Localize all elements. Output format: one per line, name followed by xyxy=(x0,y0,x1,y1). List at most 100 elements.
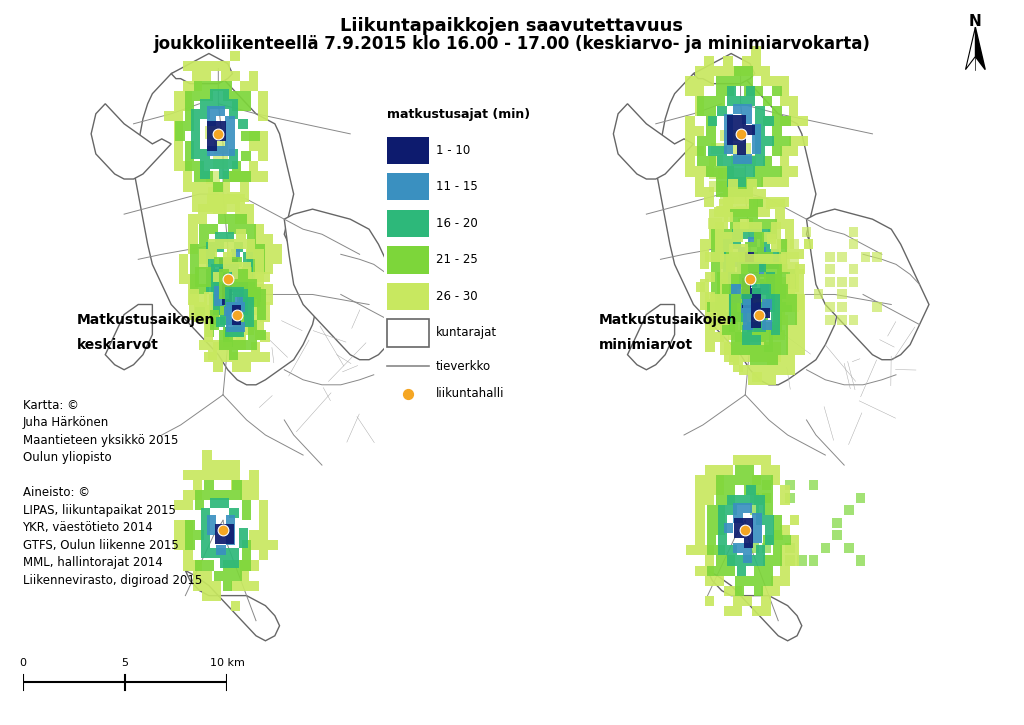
Bar xyxy=(724,241,733,252)
Bar xyxy=(752,207,761,217)
Bar xyxy=(723,207,732,217)
Bar xyxy=(746,495,756,505)
Bar xyxy=(204,302,213,312)
Bar xyxy=(733,605,742,616)
Bar xyxy=(752,46,761,56)
Bar xyxy=(246,310,255,320)
Bar xyxy=(786,270,796,279)
Bar xyxy=(718,515,727,526)
Bar xyxy=(780,576,790,586)
Bar xyxy=(784,279,795,289)
Point xyxy=(229,309,246,320)
Bar xyxy=(700,260,710,270)
Polygon shape xyxy=(693,54,755,83)
Bar xyxy=(193,571,203,581)
Bar xyxy=(758,365,767,375)
Bar xyxy=(174,531,183,540)
Bar xyxy=(185,152,195,162)
Bar xyxy=(772,545,782,555)
Bar xyxy=(193,581,203,591)
Bar xyxy=(232,362,242,372)
Bar xyxy=(183,172,193,181)
Bar xyxy=(742,335,752,344)
Bar xyxy=(727,157,736,167)
Bar xyxy=(230,470,240,480)
Bar xyxy=(242,362,251,372)
Bar xyxy=(226,335,236,344)
Bar xyxy=(769,355,778,365)
Bar xyxy=(791,239,800,249)
Bar xyxy=(230,480,240,490)
Bar xyxy=(224,524,233,534)
Bar xyxy=(755,146,765,157)
Bar xyxy=(250,480,259,490)
Bar xyxy=(188,214,198,224)
Bar xyxy=(740,273,751,283)
Bar xyxy=(201,518,210,528)
Bar xyxy=(790,167,799,176)
Bar xyxy=(749,272,758,282)
Bar xyxy=(195,172,204,181)
Bar xyxy=(193,191,202,202)
Bar xyxy=(232,480,242,490)
Bar xyxy=(771,325,780,335)
Bar xyxy=(196,307,205,317)
Bar xyxy=(759,299,768,310)
Bar xyxy=(240,191,249,202)
Bar xyxy=(700,289,710,299)
Bar xyxy=(770,196,779,207)
Text: 26 - 30: 26 - 30 xyxy=(436,290,477,303)
Bar xyxy=(765,526,774,535)
Bar xyxy=(201,528,210,538)
Bar xyxy=(183,81,193,91)
Bar xyxy=(756,262,766,272)
Bar xyxy=(255,320,264,330)
Bar xyxy=(745,157,755,167)
Bar xyxy=(208,239,217,249)
Bar xyxy=(761,465,771,475)
Bar xyxy=(220,265,229,274)
Bar xyxy=(791,262,800,272)
Bar xyxy=(183,560,193,571)
Bar xyxy=(731,168,745,179)
Bar xyxy=(173,131,183,141)
Text: liikuntahalli: liikuntahalli xyxy=(436,387,505,400)
Bar xyxy=(700,279,710,289)
Bar xyxy=(207,204,216,214)
Bar xyxy=(238,224,247,234)
Bar xyxy=(209,224,218,234)
Bar xyxy=(201,109,210,119)
Bar xyxy=(762,543,771,553)
Bar xyxy=(240,172,249,181)
Bar xyxy=(226,302,236,312)
Bar xyxy=(259,521,268,531)
Bar xyxy=(237,239,246,249)
Bar xyxy=(795,289,804,299)
Bar xyxy=(754,485,763,495)
Bar xyxy=(757,267,766,277)
Bar xyxy=(258,141,268,152)
Bar xyxy=(715,232,724,241)
Bar xyxy=(188,234,198,244)
Bar xyxy=(183,490,193,500)
Bar xyxy=(695,566,705,576)
Bar xyxy=(246,239,255,249)
Bar xyxy=(206,252,215,262)
Bar xyxy=(771,241,780,252)
Bar xyxy=(255,299,264,310)
Bar xyxy=(719,219,728,229)
Point xyxy=(732,128,749,140)
Bar xyxy=(771,576,780,586)
Bar xyxy=(755,157,765,167)
Bar xyxy=(728,179,737,189)
Bar xyxy=(223,490,232,500)
Bar xyxy=(255,279,264,289)
Bar xyxy=(750,265,760,274)
Bar xyxy=(739,299,749,310)
Bar xyxy=(185,102,195,111)
Bar xyxy=(731,293,740,303)
Bar xyxy=(207,116,216,126)
Bar xyxy=(228,99,239,109)
Bar xyxy=(712,289,721,299)
Bar xyxy=(844,543,854,553)
